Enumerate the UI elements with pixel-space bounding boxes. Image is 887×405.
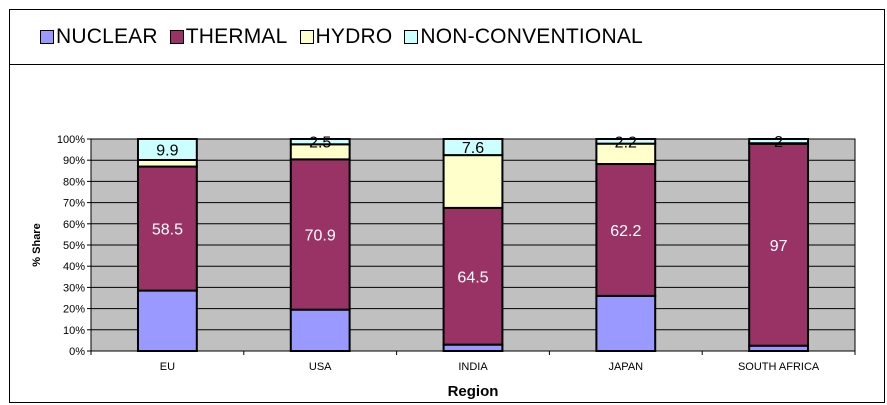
bar-usa-non-conventional — [289, 138, 351, 146]
x-tick-label: EU — [160, 361, 175, 373]
x-tick-label: JAPAN — [608, 361, 643, 373]
legend-swatch-non-conventional — [404, 30, 419, 44]
y-tick-label: 0% — [69, 346, 85, 358]
legend-label-thermal: THERMAL — [185, 25, 288, 48]
data-label: 9.9 — [156, 142, 178, 159]
legend-label-non-conventional: NON-CONVENTIONAL — [420, 25, 643, 48]
legend-item-thermal: THERMAL — [169, 25, 288, 49]
data-label: 2.5 — [309, 135, 331, 152]
bar-usa-thermal — [289, 158, 351, 311]
y-tick-label: 60% — [63, 219, 85, 231]
x-tick-label: USA — [309, 361, 332, 373]
legend-swatch-nuclear — [40, 30, 54, 44]
bar-south-africa-thermal — [748, 142, 810, 347]
data-label: 70.9 — [305, 228, 336, 245]
legend-item-nuclear: NUCLEAR — [40, 25, 158, 49]
data-label: 64.5 — [457, 269, 488, 286]
bar-india-hydro — [442, 154, 504, 209]
bar-eu-nuclear — [136, 289, 198, 352]
bar-south-africa-non-conventional — [748, 138, 810, 145]
legend-swatch-thermal — [169, 30, 184, 44]
bar-japan-nuclear — [595, 294, 657, 353]
legend-item-non-conventional: NON-CONVENTIONAL — [404, 25, 643, 49]
data-label: 58.5 — [152, 222, 183, 239]
y-tick-label: 50% — [63, 240, 85, 252]
legend-label-hydro: HYDRO — [315, 25, 393, 48]
data-label: 2.2 — [615, 134, 637, 151]
bar-india-non-conventional — [442, 138, 504, 157]
legend: NUCLEAR THERMAL HYDRO NON-CONVENTIONAL — [9, 9, 885, 65]
y-tick-label: 80% — [63, 176, 85, 188]
x-axis-title: Region — [448, 383, 499, 400]
data-label: 62.2 — [610, 223, 641, 240]
y-tick-label: 70% — [63, 198, 85, 210]
y-tick-label: 20% — [63, 304, 85, 316]
bar-japan-non-conventional — [595, 138, 657, 145]
data-label: 2 — [774, 134, 783, 151]
x-tick-label: INDIA — [458, 361, 488, 373]
data-label: 7.6 — [462, 140, 484, 157]
y-tick-label: 90% — [63, 155, 85, 167]
bar-usa-nuclear — [289, 308, 351, 353]
legend-item-hydro: HYDRO — [299, 25, 393, 49]
y-tick-label: 30% — [63, 282, 85, 294]
legend-swatch-hydro — [299, 30, 314, 44]
x-tick-label: SOUTH AFRICA — [738, 361, 820, 373]
y-tick-label: 40% — [63, 261, 85, 273]
y-tick-label: 10% — [63, 325, 85, 337]
bar-eu-non-conventional — [136, 138, 198, 161]
legend-label-nuclear: NUCLEAR — [56, 25, 158, 48]
y-tick-label: 100% — [57, 134, 85, 146]
y-axis-title: % Share — [31, 223, 43, 266]
data-label: 97 — [770, 238, 788, 255]
